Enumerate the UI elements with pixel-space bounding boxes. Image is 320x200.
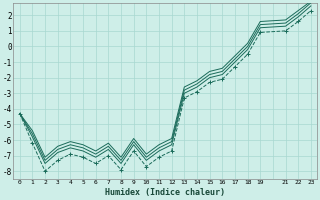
X-axis label: Humidex (Indice chaleur): Humidex (Indice chaleur): [105, 188, 225, 197]
